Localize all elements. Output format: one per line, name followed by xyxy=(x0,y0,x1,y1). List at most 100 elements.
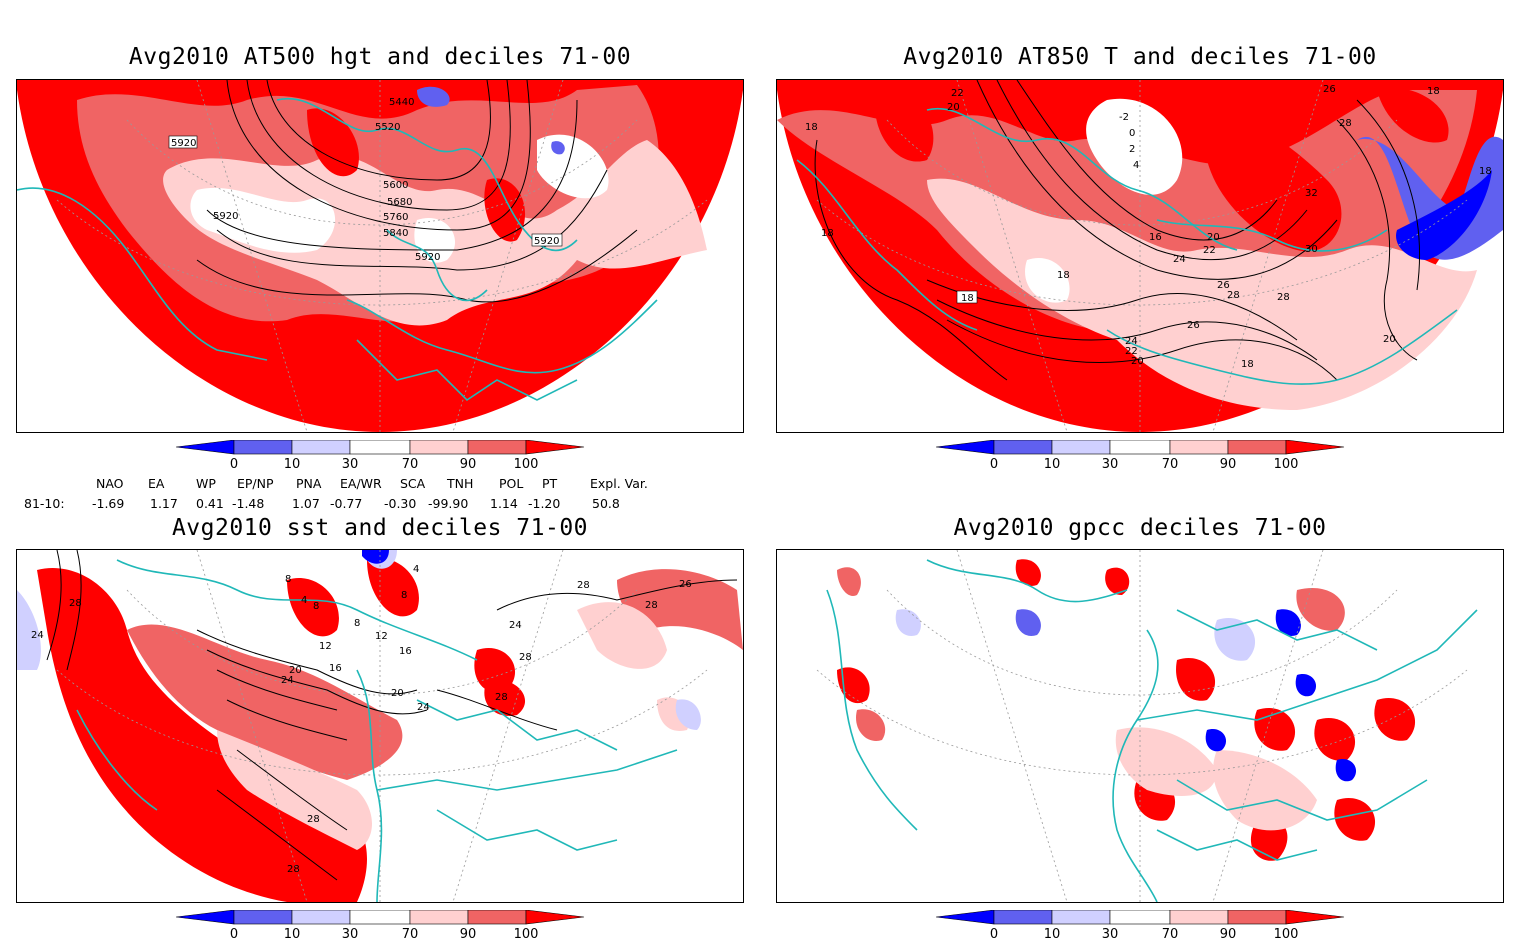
index-row-label: 81-10: xyxy=(24,496,65,511)
index-header: SCA xyxy=(400,476,426,491)
contour-label: 28 xyxy=(287,864,300,875)
colorbar-4: 0 10 30 70 90 100 xyxy=(935,909,1356,950)
contour-label: 18 xyxy=(821,228,834,239)
colorbar-tick: 10 xyxy=(1043,457,1061,472)
panel-1-title: Avg2010 AT500 hgt and deciles 71-00 xyxy=(128,44,632,70)
colorbar-tick: 70 xyxy=(401,927,419,942)
map-panel-sst[interactable]: 28 24 8 4 8 12 8 12 16 20 24 20 16 24 24… xyxy=(16,549,744,903)
colorbar-tick: 70 xyxy=(1161,927,1179,942)
index-value: -1.20 xyxy=(528,496,561,511)
map-sst-svg: 28 24 8 4 8 12 8 12 16 20 24 20 16 24 24… xyxy=(17,550,743,902)
colorbar-2: 0 10 30 70 90 100 xyxy=(935,439,1356,480)
contour-label: 24 xyxy=(281,675,294,686)
contour-label: 20 xyxy=(289,665,302,676)
map-panel-500hgt[interactable]: 5440 5520 5920 5600 5680 5760 5840 5920 … xyxy=(16,79,744,433)
colorbar-3: 0 10 30 70 90 100 xyxy=(175,909,596,950)
contour-label: 26 xyxy=(1217,280,1230,291)
contour-label: 8 xyxy=(401,590,407,601)
contour-label: 30 xyxy=(1305,244,1318,255)
colorbar-tick: 30 xyxy=(1101,457,1119,472)
contour-label: 18 xyxy=(1057,270,1070,281)
contour-label: 20 xyxy=(1131,356,1144,367)
contour-label: 28 xyxy=(307,814,320,825)
graticule xyxy=(56,550,708,902)
index-header: EP/NP xyxy=(237,476,274,491)
contour-label: 22 xyxy=(951,88,964,99)
contour-label: 24 xyxy=(1125,336,1138,347)
contour-label: 20 xyxy=(947,102,960,113)
contour-label: 4 xyxy=(413,564,419,575)
decile-white-region xyxy=(190,134,609,263)
contour-label: 5440 xyxy=(389,97,414,108)
decile-strong-blue xyxy=(1396,170,1492,260)
index-header: EA xyxy=(148,476,165,491)
coastlines xyxy=(826,559,1478,902)
index-value: 1.17 xyxy=(150,496,178,511)
colorbar-tick: 0 xyxy=(229,457,239,472)
contour-label: 5920 xyxy=(213,211,238,222)
index-value: -0.77 xyxy=(330,496,363,511)
index-value: 50.8 xyxy=(592,496,620,511)
index-header: WP xyxy=(196,476,216,491)
decile-red-patch xyxy=(307,108,526,242)
colorbar-tick: 100 xyxy=(1273,927,1299,942)
index-header: NAO xyxy=(96,476,124,491)
decile-red-region xyxy=(37,568,367,902)
colorbar-tick: 70 xyxy=(1161,457,1179,472)
contour-labels: 5440 5520 5920 5600 5680 5760 5840 5920 … xyxy=(168,97,563,263)
contour-label: 28 xyxy=(69,598,82,609)
teleconnection-indices: NAO EA WP EP/NP PNA EA/WR SCA TNH POL PT… xyxy=(0,472,760,516)
contour-label: 26 xyxy=(1187,320,1200,331)
contour-label: 16 xyxy=(1149,232,1162,243)
panel-3-title: Avg2010 sst and deciles 71-00 xyxy=(171,515,589,541)
contour-label: 18 xyxy=(805,122,818,133)
colorbar-tick: 100 xyxy=(513,927,539,942)
decile-70-90-region xyxy=(127,569,743,780)
graticule xyxy=(56,80,708,432)
contour-label: 18 xyxy=(1427,86,1440,97)
contour-label: 28 xyxy=(577,580,590,591)
contour-label: 18 xyxy=(961,293,974,304)
contour-label: 22 xyxy=(1125,346,1138,357)
contour-labels: 28 24 8 4 8 12 8 12 16 20 24 20 16 24 24… xyxy=(31,564,692,875)
index-header: TNH xyxy=(447,476,474,491)
contour-label: 8 xyxy=(354,618,360,629)
contour-label: 8 xyxy=(285,574,291,585)
contour-label: 2 xyxy=(1129,144,1135,155)
decile-red-patch xyxy=(287,558,526,716)
coastlines xyxy=(76,559,678,902)
map-500hgt-svg: 5440 5520 5920 5600 5680 5760 5840 5920 … xyxy=(17,80,743,432)
contour-label: 0 xyxy=(1129,128,1135,139)
map-panel-gpcc[interactable] xyxy=(776,549,1504,903)
colorbar-tick: 10 xyxy=(283,457,301,472)
index-value: -1.48 xyxy=(232,496,265,511)
coastlines xyxy=(796,107,1458,385)
colorbar-tick: 0 xyxy=(989,457,999,472)
index-header: Expl. Var. xyxy=(590,476,648,491)
map-850t-svg: 22 20 -2 0 2 4 18 18 18 16 20 22 24 26 2… xyxy=(777,80,1503,432)
contour-label: 24 xyxy=(31,630,44,641)
contour-label: 28 xyxy=(1227,290,1240,301)
index-value: -99.90 xyxy=(428,496,469,511)
colorbar-tick: 30 xyxy=(1101,927,1119,942)
index-header: PT xyxy=(542,476,558,491)
contour-label: 24 xyxy=(509,620,522,631)
decile-red-patch xyxy=(875,88,1449,252)
contour-label: 22 xyxy=(1203,245,1216,256)
contour-label: 28 xyxy=(1339,118,1352,129)
contour-label: -2 xyxy=(1119,112,1129,123)
contour-label: 5760 xyxy=(383,212,408,223)
contour-label: 5920 xyxy=(171,138,196,149)
contour-label: 4 xyxy=(301,595,307,606)
colorbar-tick: 90 xyxy=(1219,927,1237,942)
colorbar-tick: 10 xyxy=(283,927,301,942)
contour-label: 26 xyxy=(679,579,692,590)
map-panel-850t[interactable]: 22 20 -2 0 2 4 18 18 18 16 20 22 24 26 2… xyxy=(776,79,1504,433)
colorbar-1: 0 10 30 70 90 100 xyxy=(175,439,596,480)
contour-label: 20 xyxy=(391,688,404,699)
contour-label: 12 xyxy=(375,631,388,642)
colorbar-4-svg xyxy=(935,909,1345,925)
colorbar-1-svg xyxy=(175,439,585,455)
colorbar-3-svg xyxy=(175,909,585,925)
contour-label: 16 xyxy=(399,646,412,657)
